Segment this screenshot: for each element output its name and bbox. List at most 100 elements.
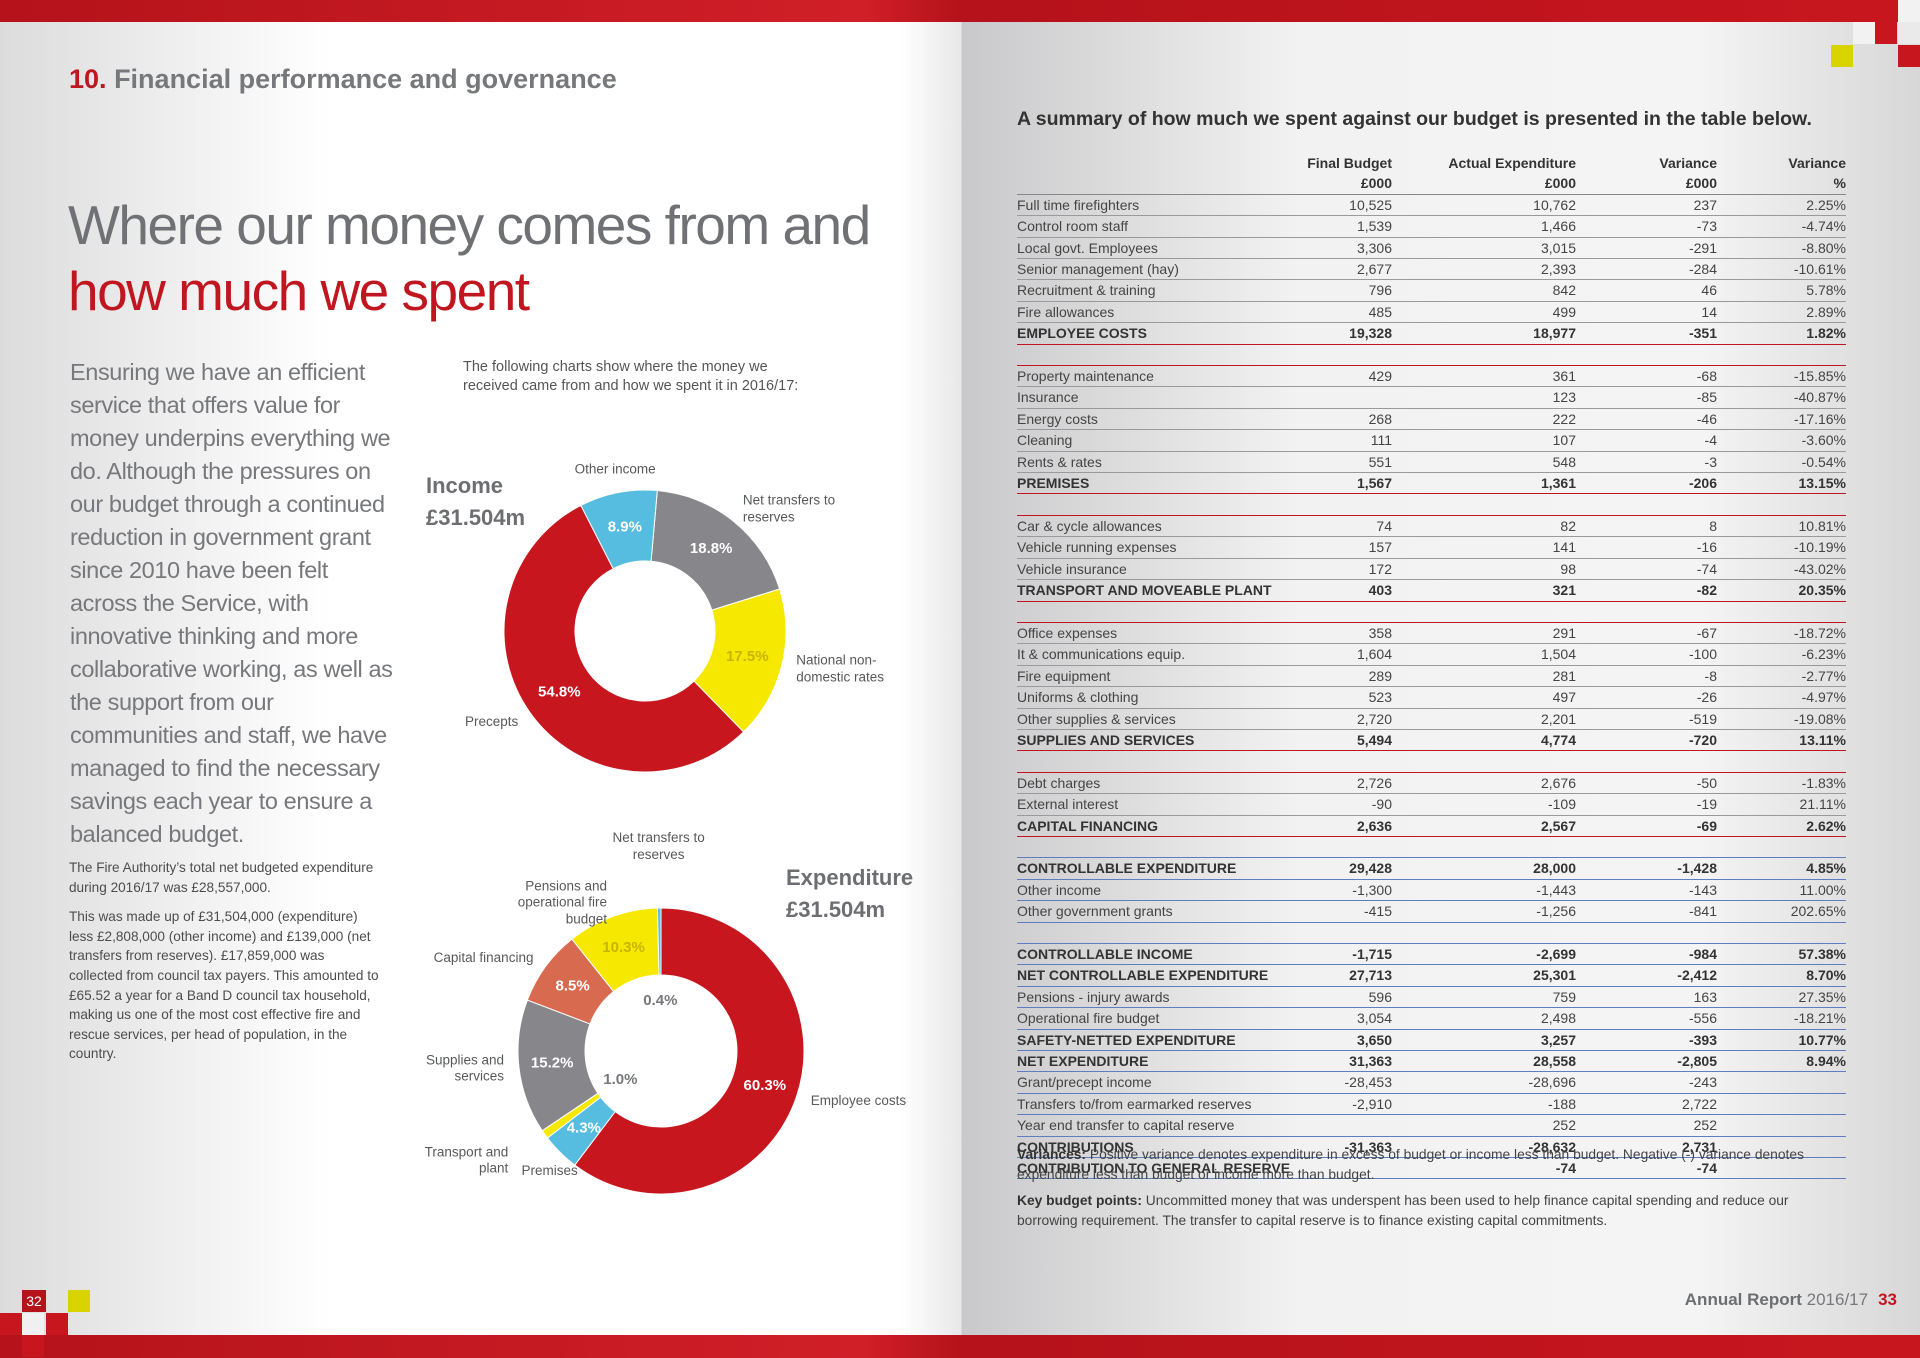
table-cell: 289 xyxy=(1272,665,1392,688)
table-cell: 5.78% xyxy=(1717,279,1846,302)
section-title: Financial performance and governance xyxy=(114,64,617,94)
chart-title: Income xyxy=(426,473,504,498)
table-cell: -3.60% xyxy=(1717,429,1846,452)
table-cell: 3,650 xyxy=(1272,1029,1392,1051)
table-row: Operational fire budget 3,054 2,498 -556 -18… xyxy=(1017,1007,1846,1030)
table-cell: 13.11% xyxy=(1717,729,1846,752)
table-cell: -17.16% xyxy=(1717,408,1846,431)
column-unit: £000 xyxy=(1272,173,1392,195)
row-label: Property maintenance xyxy=(1017,365,1272,388)
table-cell: 2.25% xyxy=(1717,194,1846,217)
table-cell: -28,632 xyxy=(1392,1136,1576,1159)
table-cell: 2.89% xyxy=(1717,301,1846,324)
table-cell: -10.61% xyxy=(1717,258,1846,281)
table-cell: -109 xyxy=(1392,793,1576,816)
row-label: Senior management (hay) xyxy=(1017,258,1272,281)
table-cell: -82 xyxy=(1576,579,1717,602)
column-header: Variance xyxy=(1659,155,1717,171)
table-cell: -4.97% xyxy=(1717,686,1846,709)
table-row: Other government grants -415 -1,256 -841 202… xyxy=(1017,900,1846,923)
table-row: CONTROLLABLE INCOME -1,715 -2,699 -984 57.38… xyxy=(1017,942,1846,966)
table-cell: 499 xyxy=(1392,301,1576,324)
table-cell: 2,567 xyxy=(1392,815,1576,837)
table-cell: 361 xyxy=(1392,365,1576,388)
table-cell: -28,696 xyxy=(1392,1071,1576,1094)
column-unit: £000 xyxy=(1576,173,1717,195)
slice-label: 15.2% xyxy=(531,1054,574,1071)
table-cell: 14 xyxy=(1576,301,1717,324)
deco-square xyxy=(1898,45,1920,67)
row-label: Insurance xyxy=(1017,386,1272,409)
deco-square xyxy=(1875,22,1897,44)
table-cell: -18.72% xyxy=(1717,621,1846,645)
table-cell: -40.87% xyxy=(1717,386,1846,409)
table-cell: -67 xyxy=(1576,621,1717,645)
bottom-band xyxy=(0,1335,1920,1358)
row-label: Energy costs xyxy=(1017,408,1272,431)
deco-square xyxy=(1853,22,1875,44)
slice-label: 10.3% xyxy=(602,939,645,956)
table-cell: -291 xyxy=(1576,237,1717,260)
table-cell xyxy=(1717,1114,1846,1137)
table-cell: 10.81% xyxy=(1717,514,1846,538)
table-cell: 74 xyxy=(1272,514,1392,538)
table-cell: 1.82% xyxy=(1717,322,1846,345)
table-row: Year end transfer to capital reserve 252 2… xyxy=(1017,1114,1846,1137)
row-label: Transfers to/from earmarked reserves xyxy=(1017,1093,1272,1116)
table-cell: 3,306 xyxy=(1272,237,1392,260)
category-label: Transport and plant xyxy=(424,1144,509,1176)
spacer-cell xyxy=(1017,836,1846,857)
table-cell: 18,977 xyxy=(1392,322,1576,345)
donut-slice xyxy=(580,489,658,570)
table-row: SUPPLIES AND SERVICES 5,494 4,774 -720 13.11… xyxy=(1017,729,1846,752)
note: The Fire Authority’s total net budgeted … xyxy=(69,860,374,895)
spacer-cell xyxy=(1017,494,1846,515)
row-label: Other supplies & services xyxy=(1017,708,1272,730)
table-row: Local govt. Employees 3,306 3,015 -291 -8.80… xyxy=(1017,237,1846,260)
table-row: Car & cycle allowances 74 82 8 10.81% xyxy=(1017,514,1846,538)
table-cell: -100 xyxy=(1576,643,1717,666)
table-cell: 10,762 xyxy=(1392,194,1576,217)
table-row: Fire equipment 289 281 -8 -2.77% xyxy=(1017,665,1846,688)
category-label: Pensions and operational fire budget xyxy=(517,877,608,926)
spacer-cell xyxy=(1017,751,1846,772)
table-cell: -74 xyxy=(1576,558,1717,581)
column-header: Final Budget xyxy=(1307,155,1392,171)
table-cell: 25,301 xyxy=(1392,964,1576,987)
table-row: Other income -1,300 -1,443 -143 11.00% xyxy=(1017,879,1846,902)
left-notes: The Fire Authority’s total net budgeted … xyxy=(69,858,379,1074)
note: Key budget points: Uncommitted money tha… xyxy=(1017,1191,1852,1231)
row-label: Uniforms & clothing xyxy=(1017,686,1272,709)
table-row: Cleaning 111 107 -4 -3.60% xyxy=(1017,429,1846,452)
table-cell: 1,466 xyxy=(1392,215,1576,238)
slice-label: 1.0% xyxy=(603,1071,637,1088)
table-cell: -85 xyxy=(1576,386,1717,409)
table-cell: -3 xyxy=(1576,451,1717,474)
table-row: Uniforms & clothing 523 497 -26 -4.97% xyxy=(1017,686,1846,709)
table-cell: 1,361 xyxy=(1392,472,1576,495)
note-label: Variances: xyxy=(1017,1147,1087,1162)
table-cell: -19 xyxy=(1576,793,1717,816)
table-cell: -8 xyxy=(1576,665,1717,688)
header-row: Final Budget Actual Expenditure Variance Va… xyxy=(1017,153,1846,173)
summary-heading: A summary of how much we spent against o… xyxy=(1017,108,1812,130)
deco-square xyxy=(22,1335,44,1357)
table-cell: 20.35% xyxy=(1717,579,1846,602)
table-cell: 27,713 xyxy=(1272,964,1392,987)
intro-text: Ensuring we have an efficient service th… xyxy=(70,359,393,847)
category-label: Capital financing xyxy=(433,949,534,965)
table-cell: 8.70% xyxy=(1717,964,1846,987)
table-row: External interest -90 -109 -19 21.11% xyxy=(1017,793,1846,816)
spacer-row xyxy=(1017,494,1846,515)
table-cell: 2,393 xyxy=(1392,258,1576,281)
table-row: Other supplies & services 2,720 2,201 -519-… xyxy=(1017,708,1846,730)
table-cell: -1.83% xyxy=(1717,771,1846,795)
table-row: Vehicle insurance 172 98 -74 -43.02% xyxy=(1017,558,1846,581)
table-row: Fire allowances 485 499 14 2.89% xyxy=(1017,301,1846,324)
table-cell: -351 xyxy=(1576,322,1717,345)
table-cell: 10,525 xyxy=(1272,194,1392,217)
table-row: CONTROLLABLE EXPENDITURE 29,428 28,000 -1,4… xyxy=(1017,857,1846,880)
slice-label: 18.8% xyxy=(690,540,733,557)
category-label: Employee costs xyxy=(810,1092,907,1108)
